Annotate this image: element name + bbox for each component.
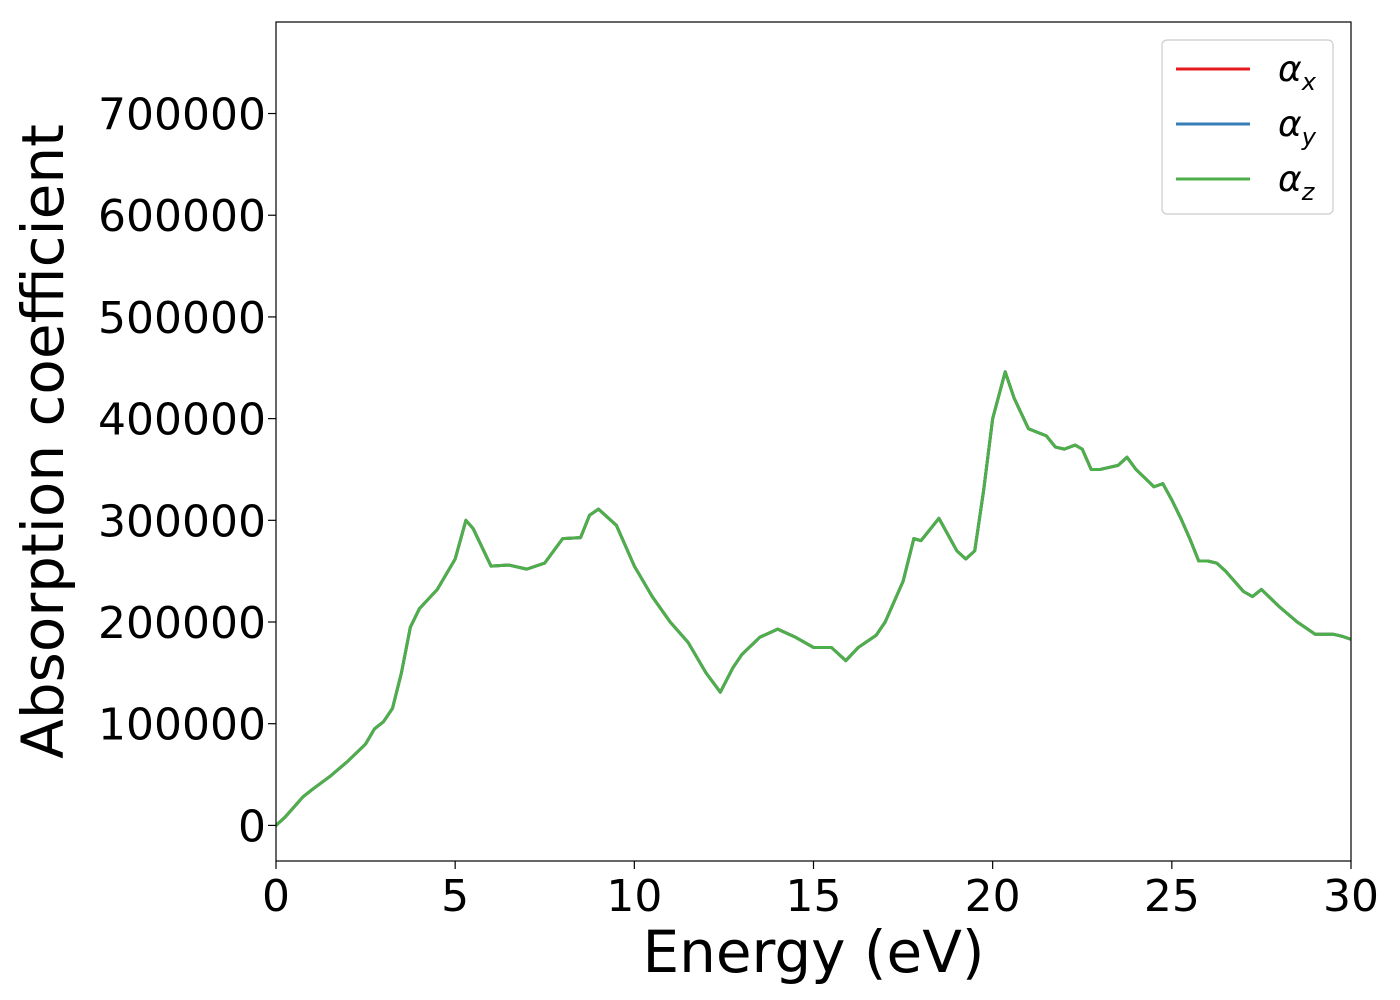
legend-label: αz bbox=[1278, 159, 1316, 206]
x-tick-label: 15 bbox=[786, 871, 842, 922]
y-tick-label: 300000 bbox=[98, 496, 266, 547]
x-tick-label: 0 bbox=[262, 871, 290, 922]
x-tick-label: 10 bbox=[606, 871, 662, 922]
plot-lines bbox=[276, 370, 1351, 827]
y-axis-ticks: 0 100000 200000 300000 400000 500000 600000 700… bbox=[98, 90, 276, 852]
x-tick-label: 20 bbox=[965, 871, 1021, 922]
legend-entry-y: αy bbox=[1176, 104, 1317, 151]
y-tick-label: 400000 bbox=[98, 395, 266, 446]
legend: αx αy αz bbox=[1161, 39, 1334, 215]
y-axis-title: Absorption coefficient bbox=[9, 124, 77, 759]
y-tick-label: 500000 bbox=[98, 293, 266, 344]
y-tick-label: 700000 bbox=[98, 90, 266, 141]
x-tick-label: 25 bbox=[1144, 871, 1200, 922]
legend-entry-x: αx bbox=[1176, 49, 1317, 96]
legend-entry-z: αz bbox=[1176, 159, 1316, 206]
y-tick-label: 100000 bbox=[98, 700, 266, 751]
y-tick-label: 200000 bbox=[98, 598, 266, 649]
series-line-z bbox=[276, 370, 1351, 827]
x-tick-label: 5 bbox=[441, 871, 469, 922]
legend-box bbox=[1161, 39, 1334, 215]
x-axis-ticks: 0 5 10 15 20 25 30 bbox=[262, 861, 1379, 922]
y-tick-label: 600000 bbox=[98, 191, 266, 242]
x-tick-label: 30 bbox=[1323, 871, 1379, 922]
legend-label: αy bbox=[1278, 104, 1317, 151]
y-tick-label: 0 bbox=[238, 801, 266, 852]
x-axis-title: Energy (eV) bbox=[642, 918, 984, 986]
legend-label: αx bbox=[1278, 49, 1317, 96]
